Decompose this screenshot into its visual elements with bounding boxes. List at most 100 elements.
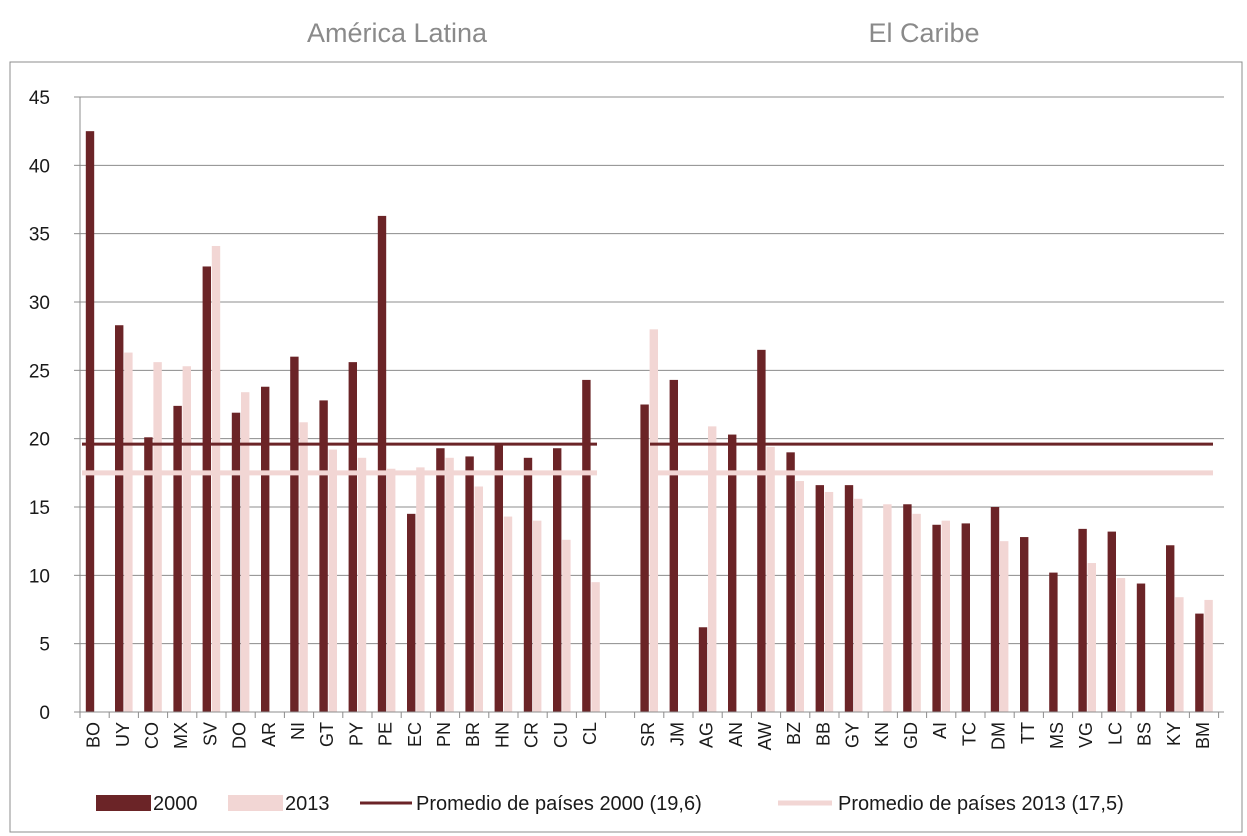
x-label-AR: AR: [259, 722, 279, 747]
x-label-CU: CU: [551, 722, 571, 748]
y-tick-label-35: 35: [29, 225, 50, 246]
region-title-latin-america: América Latina: [307, 18, 488, 48]
x-label-AG: AG: [697, 722, 717, 748]
x-label-SR: SR: [638, 722, 658, 747]
bar-2000-MS: [1049, 572, 1058, 712]
x-label-AN: AN: [726, 722, 746, 747]
x-label-PN: PN: [434, 722, 454, 747]
x-label-GD: GD: [901, 722, 921, 749]
bar-2013-AG: [708, 426, 717, 712]
bar-2000-BR: [465, 456, 474, 712]
x-label-PE: PE: [376, 722, 396, 746]
axes: [79, 97, 1224, 718]
bar-2013-SR: [649, 329, 658, 712]
average-lines: [82, 442, 1213, 476]
x-label-CR: CR: [522, 722, 542, 748]
bar-2013-BB: [824, 491, 834, 712]
legend-label-avg-2013: Promedio de países 2013 (17,5): [838, 793, 1124, 815]
x-label-BR: BR: [463, 722, 483, 747]
bar-2000-GD: [903, 504, 912, 712]
x-label-NI: NI: [288, 722, 308, 740]
y-axis-ticks: 0 5 10 15 20 25 30 35 40 45: [29, 88, 80, 724]
bar-2013-CO: [153, 362, 162, 712]
bar-2013-PN: [445, 457, 454, 712]
x-label-MS: MS: [1047, 722, 1067, 749]
y-tick-label-0: 0: [39, 703, 50, 724]
y-tick-label-5: 5: [39, 635, 50, 656]
bar-2013-HN: [503, 516, 513, 712]
x-label-DO: DO: [230, 722, 250, 749]
legend-label-2000: 2000: [153, 793, 198, 815]
bar-2000-TC: [961, 523, 970, 712]
bar-2013-DO: [241, 392, 250, 712]
x-label-KY: KY: [1164, 722, 1184, 746]
bar-2013-KY: [1175, 597, 1184, 712]
y-tick-label-15: 15: [29, 498, 50, 519]
bar-2000-PN: [436, 448, 445, 712]
bar-2000-UY: [115, 325, 124, 712]
bar-2013-DM: [1000, 541, 1009, 712]
bar-2000-EC: [407, 513, 416, 712]
bar-2013-CL: [591, 582, 600, 712]
bar-2000-TT: [1020, 537, 1029, 712]
bar-2013-GY: [854, 498, 863, 712]
x-label-MX: MX: [171, 722, 191, 749]
x-label-BZ: BZ: [784, 722, 804, 745]
bar-2000-HN: [494, 444, 503, 712]
bar-2013-PE: [387, 468, 396, 712]
x-label-HN: HN: [492, 722, 512, 748]
bar-2013-NI: [299, 422, 308, 712]
bar-2000-NI: [290, 356, 299, 712]
region-title-caribbean: El Caribe: [868, 18, 979, 48]
bar-2000-PY: [348, 362, 357, 712]
y-tick-label-10: 10: [29, 566, 50, 587]
bar-2000-GY: [844, 485, 854, 712]
x-label-VG: VG: [1076, 722, 1096, 748]
x-label-UY: UY: [113, 722, 133, 747]
bar-2000-AW: [757, 349, 766, 712]
bar-2000-LC: [1107, 531, 1116, 712]
bar-2000-SV: [202, 266, 211, 712]
y-tick-label-40: 40: [29, 156, 50, 177]
bar-2013-KN: [883, 504, 892, 712]
x-label-TC: TC: [959, 722, 979, 746]
legend: 2000 2013 Promedio de países 2000 (19,6) Pr…: [96, 793, 1124, 815]
x-label-AW: AW: [755, 722, 775, 750]
bar-2013-VG: [1087, 563, 1096, 712]
bar-2000-DO: [231, 412, 241, 712]
region-titles: América Latina El Caribe: [307, 18, 980, 48]
x-label-AI: AI: [930, 722, 950, 739]
bar-2000-CL: [582, 379, 591, 712]
bar-2000-AI: [932, 524, 941, 712]
bar-2000-AR: [261, 386, 270, 712]
bar-2000-BB: [815, 485, 824, 712]
x-label-JM: JM: [667, 722, 687, 746]
bar-2000-VG: [1078, 528, 1087, 712]
legend-swatch-2000: [96, 795, 151, 811]
bar-2000-BS: [1136, 583, 1146, 712]
y-tick-label-25: 25: [29, 361, 50, 382]
bar-2013-BM: [1204, 599, 1213, 712]
bar-2013-LC: [1116, 578, 1126, 712]
bar-2013-CU: [562, 539, 571, 712]
y-tick-label-20: 20: [29, 430, 50, 451]
bar-2013-UY: [124, 352, 133, 712]
x-label-BS: BS: [1135, 722, 1155, 746]
bar-2013-PY: [357, 457, 367, 712]
bar-2000-SR: [640, 404, 649, 712]
y-tick-label-45: 45: [29, 88, 50, 109]
bar-2000-AG: [698, 627, 708, 712]
bar-2000-BM: [1195, 613, 1204, 712]
bar-2000-GT: [319, 400, 328, 712]
bar-2013-SV: [211, 245, 221, 712]
y-tick-label-30: 30: [29, 293, 50, 314]
x-label-DM: DM: [989, 722, 1009, 750]
bars: [85, 131, 1213, 712]
x-label-SV: SV: [200, 722, 220, 746]
bar-2000-AN: [728, 434, 737, 712]
bar-2000-BZ: [786, 452, 795, 712]
x-label-GY: GY: [843, 722, 863, 748]
x-label-EC: EC: [405, 722, 425, 747]
x-label-CO: CO: [142, 722, 162, 749]
